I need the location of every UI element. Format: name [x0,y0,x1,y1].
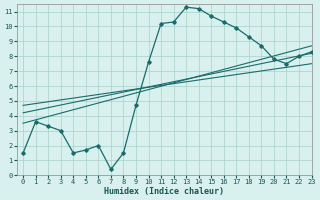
X-axis label: Humidex (Indice chaleur): Humidex (Indice chaleur) [104,187,224,196]
